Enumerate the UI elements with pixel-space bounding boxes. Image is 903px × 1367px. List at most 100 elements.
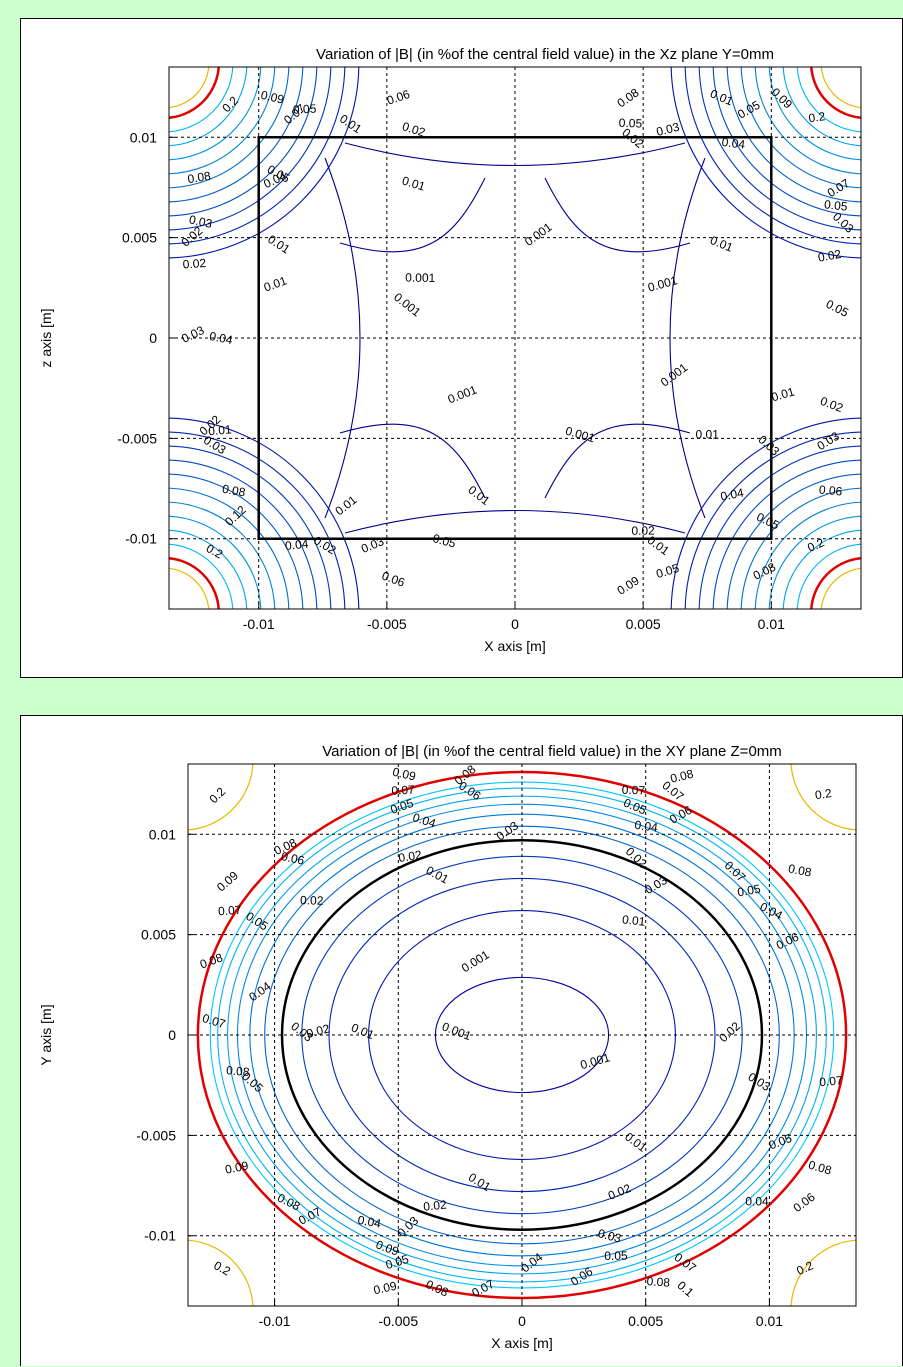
contour-label: 0.02: [305, 1021, 331, 1041]
contour-line-corner-2-level-10: [95, 544, 233, 679]
contour-label: 0.001: [522, 220, 555, 249]
contour-label: 0.07: [825, 176, 853, 200]
contour-label: 0.08: [186, 169, 212, 187]
contour-label: 0.01: [708, 233, 735, 255]
contour-label: 0.04: [745, 1195, 769, 1209]
contour-line-corner-2-level-5: [25, 474, 303, 679]
contour-label: 0.01: [621, 912, 646, 928]
contour-label: 0.05: [654, 561, 681, 581]
contour-label: 0.02: [818, 394, 845, 416]
contour-label: 0.08: [646, 1274, 671, 1290]
contour-line-corner-0-level-11: [109, 19, 219, 118]
chart-title: Variation of |B| (in %of the central fie…: [322, 743, 782, 760]
contour-line-corner-3-level-9: [783, 530, 903, 679]
contour-label: 0.01: [465, 483, 492, 508]
contour-label: 0.01: [262, 273, 289, 294]
contour-line-corner-0-level-9: [81, 19, 247, 146]
contour-label: 0.2: [219, 93, 241, 115]
y-tick-label: 0: [149, 330, 157, 346]
contour-label: 0.06: [667, 803, 695, 827]
contour-label: 0.02: [182, 256, 207, 272]
y-tick-label: -0.01: [125, 531, 157, 547]
contour-line-corner-2-level-3: [21, 446, 331, 679]
contour-line-corner-0-level-7: [53, 19, 275, 174]
contour-line-corner-0-level-8: [67, 19, 261, 160]
contour-label: 0.05: [604, 1249, 628, 1263]
contour-label: 0.02: [300, 893, 324, 907]
x-tick-label: -0.005: [367, 616, 407, 632]
contour-label: 0.01: [349, 1020, 376, 1042]
contour-line-corner-1-level-6: [741, 19, 903, 188]
contour-label: 0.04: [721, 135, 746, 152]
contour-label: 0.07: [819, 1073, 844, 1089]
contour-line-corner-2-level-8: [67, 516, 261, 679]
x-axis-label: X axis [m]: [484, 638, 545, 654]
contour-line-corner-3-level-1: [671, 418, 903, 679]
contour-label: 0.02: [606, 1181, 633, 1203]
contour-line-corner-0-level-5: [25, 19, 303, 202]
contour-line-corner-2-level-7: [53, 502, 275, 679]
contour-line-level-0-2-corner-0: [119, 19, 209, 108]
contour-label: 0.02: [397, 848, 423, 866]
x-tick-label: 0.01: [756, 1313, 783, 1329]
contour-label: 0.04: [284, 537, 309, 553]
contour-line-corner-1-level-9: [783, 19, 903, 146]
contour-line-corner-2-level-6: [39, 488, 289, 679]
x-tick-label: 0: [511, 616, 519, 632]
contour-line-corner-0-level-2: [21, 19, 345, 244]
contour-label: 0.03: [359, 534, 386, 556]
xz-plane-contour-chart: Variation of |B| (in %of the central fie…: [21, 19, 903, 679]
contour-label: 0.01: [332, 493, 359, 519]
x-tick-label: 0.005: [628, 1313, 663, 1329]
contour-label: 0.08: [221, 482, 247, 500]
contour-label: 0.04: [719, 486, 745, 504]
contour-line-level-0-2-corner-1: [791, 716, 903, 830]
contour-label: 0.09: [372, 1279, 398, 1298]
contour-label: 0.01: [696, 427, 720, 441]
contour-line-level-0-2-corner-2: [113, 1240, 253, 1367]
contour-label: 0.08: [807, 1158, 834, 1178]
contour-line-corner-1-level-8: [769, 19, 903, 160]
contour-label: 0.001: [405, 271, 436, 286]
contour-label: 0.02: [817, 247, 843, 265]
contour-label: 0.05: [293, 102, 317, 117]
contour-line-corner-3-level-7: [755, 502, 903, 679]
y-tick-label: 0: [168, 1027, 176, 1043]
contour-label: 0.03: [597, 1226, 623, 1246]
contour-line-corner-1-level-11: [811, 19, 903, 118]
contour-label: 0.07: [622, 783, 646, 798]
contour-label: 0.05: [824, 297, 851, 320]
contour-label: 0.04: [758, 899, 785, 922]
contour-label: 0.04: [357, 1213, 383, 1231]
contour-line-corner-2-level-2: [21, 432, 345, 679]
chart-title: Variation of |B| (in %of the central fie…: [316, 46, 774, 63]
contour-line-level-0-2-corner-0: [113, 716, 253, 830]
contour-label: 0.06: [380, 569, 407, 590]
contour-label: 0.12: [222, 502, 249, 528]
y-tick-label: 0.005: [141, 927, 176, 943]
contour-label: 0.04: [208, 329, 234, 347]
contour-label: 0.001: [646, 273, 679, 294]
contour-label: 0.001: [564, 424, 597, 446]
y-axis-label: Y axis [m]: [38, 1004, 54, 1065]
contour-label: 0.04: [634, 818, 659, 835]
contour-label: 0.001: [459, 947, 492, 975]
contour-label: 0.06: [280, 849, 306, 868]
contour-label: 0.09: [374, 1237, 401, 1258]
contour-label: 0.08: [787, 861, 813, 879]
x-tick-label: -0.01: [259, 1313, 291, 1329]
contour-label: 0.04: [411, 810, 438, 831]
contour-label: 0.001: [658, 360, 691, 389]
contour-label: 0.01: [400, 174, 427, 194]
contour-label: 0.04: [518, 1250, 545, 1276]
y-tick-label: -0.01: [144, 1228, 176, 1244]
xz-plane-chart-panel: Variation of |B| (in %of the central fie…: [20, 18, 903, 678]
contour-label: 0.2: [808, 109, 827, 125]
contour-label: 0.06: [791, 1190, 818, 1215]
contour-label: 0.09: [259, 88, 285, 107]
contour-line-level-0-2-corner-2: [119, 568, 209, 658]
contour-label: 0.08: [614, 85, 641, 110]
contour-label: 0.09: [214, 868, 241, 894]
contour-line-corner-2-level-11: [109, 558, 219, 668]
y-tick-label: -0.005: [117, 430, 157, 446]
